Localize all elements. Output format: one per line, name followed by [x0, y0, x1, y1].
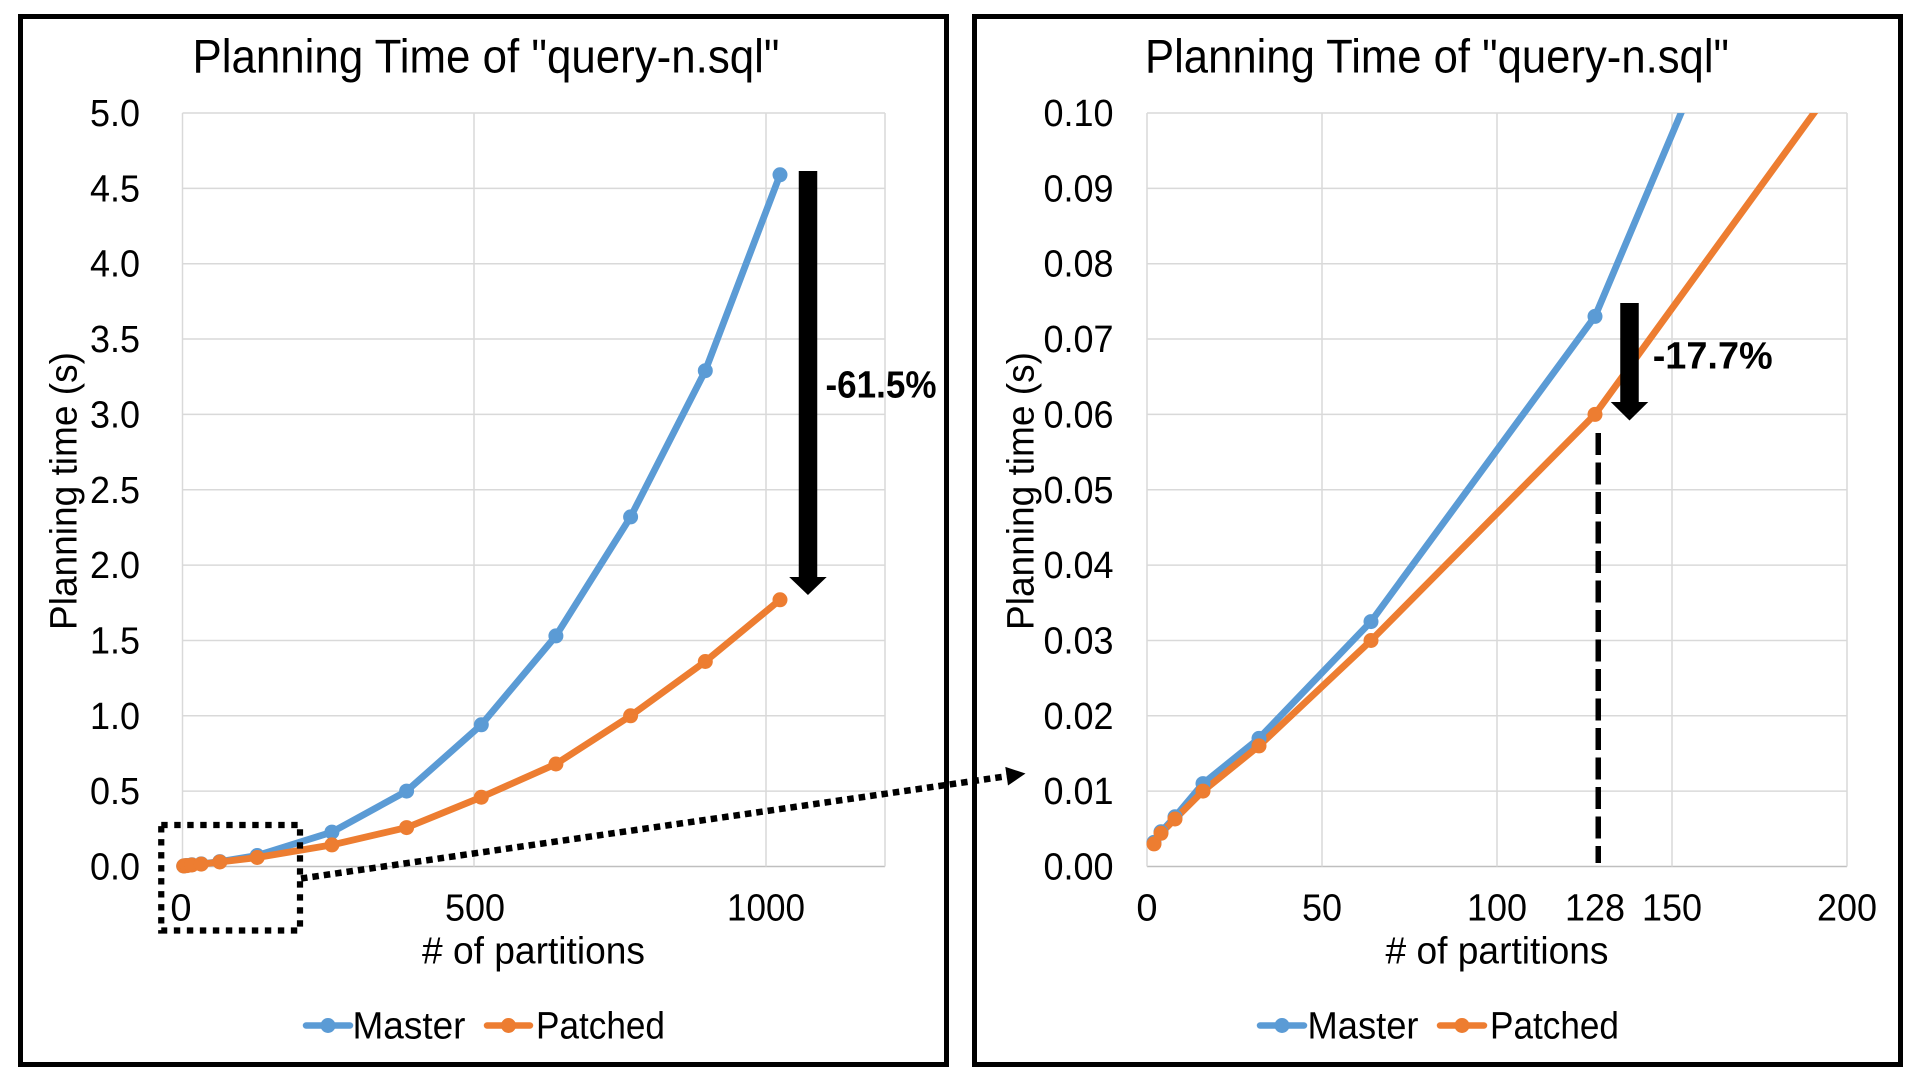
svg-text:150: 150 — [1642, 888, 1702, 930]
svg-text:1.5: 1.5 — [90, 621, 140, 663]
svg-text:0.01: 0.01 — [1044, 771, 1114, 813]
svg-text:0.00: 0.00 — [1044, 847, 1114, 889]
svg-text:Planning Time of "query-n.sql": Planning Time of "query-n.sql" — [1145, 29, 1729, 82]
svg-text:500: 500 — [445, 888, 505, 930]
svg-text:Planning time (s): Planning time (s) — [1001, 352, 1043, 630]
svg-text:128: 128 — [1565, 888, 1625, 930]
svg-text:Patched: Patched — [1490, 1006, 1619, 1048]
svg-text:0.06: 0.06 — [1044, 394, 1114, 436]
svg-text:0.05: 0.05 — [1044, 470, 1114, 512]
svg-text:# of partitions: # of partitions — [422, 931, 645, 973]
svg-text:-61.5%: -61.5% — [826, 365, 937, 407]
svg-text:Master: Master — [353, 1006, 466, 1048]
svg-text:100: 100 — [1467, 888, 1527, 930]
svg-text:5.0: 5.0 — [90, 93, 140, 135]
svg-text:50: 50 — [1302, 888, 1342, 930]
svg-text:4.0: 4.0 — [90, 244, 140, 286]
svg-text:0.0: 0.0 — [90, 847, 140, 889]
svg-text:# of partitions: # of partitions — [1386, 931, 1609, 973]
svg-text:4.5: 4.5 — [90, 168, 140, 210]
svg-text:1.0: 1.0 — [90, 696, 140, 738]
svg-text:1000: 1000 — [727, 888, 805, 930]
svg-text:0.02: 0.02 — [1044, 696, 1114, 738]
svg-text:0.09: 0.09 — [1044, 168, 1114, 210]
svg-text:0.07: 0.07 — [1044, 319, 1114, 361]
svg-text:200: 200 — [1817, 888, 1877, 930]
svg-text:3.0: 3.0 — [90, 394, 140, 436]
svg-text:0.08: 0.08 — [1044, 244, 1114, 286]
svg-text:Patched: Patched — [536, 1006, 665, 1048]
svg-text:0.03: 0.03 — [1044, 621, 1114, 663]
svg-text:Planning Time of "query-n.sql": Planning Time of "query-n.sql" — [193, 29, 780, 82]
svg-text:0.04: 0.04 — [1044, 545, 1114, 587]
svg-text:2.5: 2.5 — [90, 470, 140, 512]
svg-text:0: 0 — [170, 888, 191, 930]
svg-text:0.10: 0.10 — [1044, 93, 1114, 135]
svg-text:-17.7%: -17.7% — [1653, 335, 1773, 377]
svg-text:2.0: 2.0 — [90, 545, 140, 587]
svg-text:Planning time (s): Planning time (s) — [44, 352, 86, 630]
svg-text:Master: Master — [1308, 1006, 1419, 1048]
svg-text:0.5: 0.5 — [90, 771, 140, 813]
svg-text:0: 0 — [1136, 888, 1157, 930]
svg-text:3.5: 3.5 — [90, 319, 140, 361]
